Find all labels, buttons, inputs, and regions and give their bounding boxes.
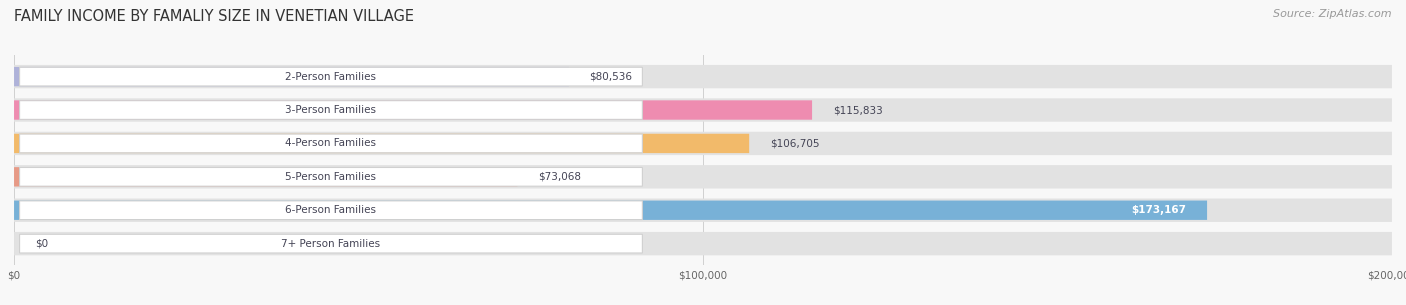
Text: $115,833: $115,833 (832, 105, 883, 115)
FancyBboxPatch shape (14, 165, 1392, 188)
FancyBboxPatch shape (14, 100, 813, 120)
FancyBboxPatch shape (20, 67, 643, 86)
Text: 3-Person Families: 3-Person Families (285, 105, 377, 115)
Text: 5-Person Families: 5-Person Families (285, 172, 377, 182)
Text: 4-Person Families: 4-Person Families (285, 138, 377, 149)
FancyBboxPatch shape (20, 234, 643, 253)
FancyBboxPatch shape (20, 101, 643, 119)
FancyBboxPatch shape (14, 132, 1392, 155)
Text: $106,705: $106,705 (770, 138, 820, 149)
FancyBboxPatch shape (14, 65, 1392, 88)
Text: 2-Person Families: 2-Person Families (285, 72, 377, 82)
FancyBboxPatch shape (20, 134, 643, 153)
FancyBboxPatch shape (14, 98, 1392, 122)
Text: 7+ Person Families: 7+ Person Families (281, 239, 381, 249)
FancyBboxPatch shape (14, 167, 517, 187)
FancyBboxPatch shape (14, 232, 1392, 255)
FancyBboxPatch shape (14, 67, 569, 86)
FancyBboxPatch shape (14, 201, 1208, 220)
FancyBboxPatch shape (20, 201, 643, 220)
FancyBboxPatch shape (20, 167, 643, 186)
Text: 6-Person Families: 6-Person Families (285, 205, 377, 215)
FancyBboxPatch shape (14, 199, 1392, 222)
Text: $73,068: $73,068 (538, 172, 581, 182)
Text: $80,536: $80,536 (589, 72, 633, 82)
Text: $173,167: $173,167 (1132, 205, 1187, 215)
FancyBboxPatch shape (14, 134, 749, 153)
Text: $0: $0 (35, 239, 48, 249)
Text: Source: ZipAtlas.com: Source: ZipAtlas.com (1274, 9, 1392, 19)
Text: FAMILY INCOME BY FAMALIY SIZE IN VENETIAN VILLAGE: FAMILY INCOME BY FAMALIY SIZE IN VENETIA… (14, 9, 413, 24)
